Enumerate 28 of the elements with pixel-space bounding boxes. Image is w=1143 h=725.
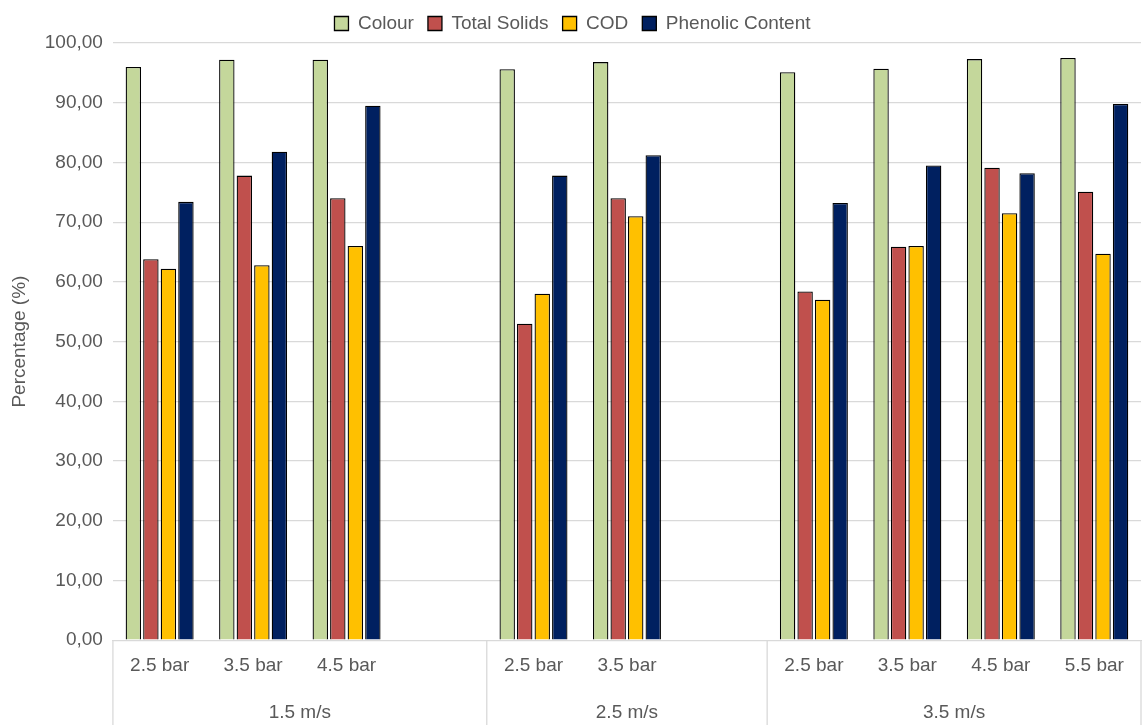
x-tick-label: 2.5 bar [130,653,190,675]
x-tick-label: 3.5 bar [597,653,658,675]
x-tick-label: 2.5 bar [503,653,564,675]
y-tick-label: 30,00 [55,449,103,471]
y-tick-label: 40,00 [55,389,103,411]
y-tick-label: 20,00 [55,508,103,530]
y-tick-label: 60,00 [55,270,103,292]
y-tick-label: 90,00 [55,90,103,112]
y-tick-label: 50,00 [55,329,103,351]
x-tick-label: 3.5 bar [223,653,284,675]
text: 3.5 m/s [922,701,986,723]
x-tick-label: 4.5 bar [316,653,377,675]
text: 1.5 m/s [268,701,331,723]
y-tick-label: 70,00 [55,210,103,232]
y-tick-label: 80,00 [55,150,103,172]
y-tick-label: 10,00 [55,568,103,590]
y-tick-label: 0,00 [65,628,103,650]
legend-label: Phenolic Content [665,11,812,33]
y-axis-title: Percentage (%) [7,275,29,408]
legend-label: COD [586,11,629,33]
y-tick-label: 100,00 [44,31,103,53]
legend-label: Total Solids [451,11,549,33]
text: 2.5 m/s [595,701,659,723]
x-tick-label: 5.5 bar [1064,653,1125,675]
x-tick-label: 2.5 bar [784,653,845,675]
legend-label: Colour [357,11,415,33]
x-tick-label: 4.5 bar [971,653,1032,675]
x-tick-label: 3.5 bar [877,653,938,675]
